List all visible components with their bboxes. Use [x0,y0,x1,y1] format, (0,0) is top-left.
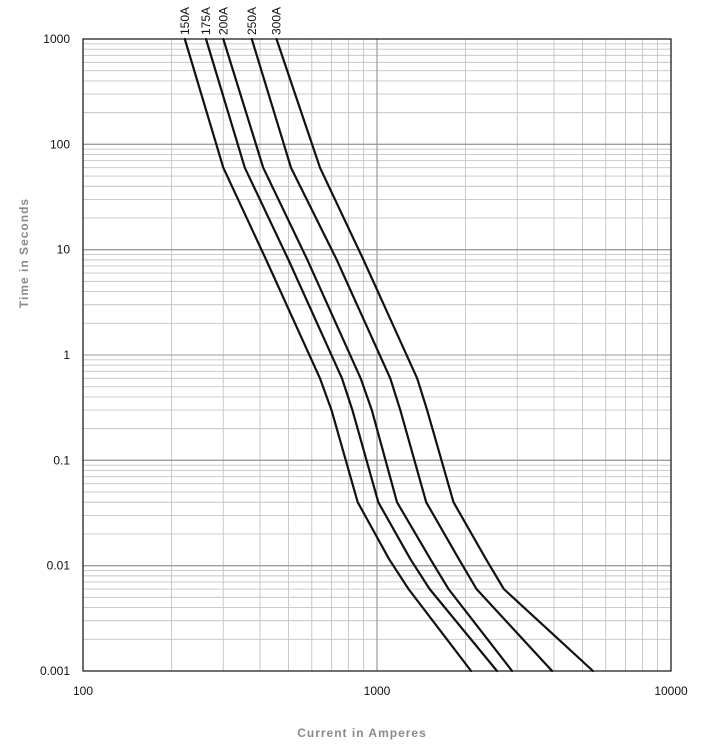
plot-frame [82,38,672,672]
y-tick-label: 0.01 [47,559,71,573]
x-tick-label: 10000 [654,684,688,698]
y-tick-label: 0.001 [40,664,70,678]
series-label-250A: 250A [245,7,259,35]
series-line-250A [250,37,554,673]
y-tick-label: 100 [50,137,70,151]
series-labels: 150A 175A 200A 250A 300A [178,7,284,35]
series-line-200A [222,37,514,673]
x-tick-label: 100 [73,684,93,698]
series-label-150A: 150A [178,7,192,35]
series-lines [183,37,595,673]
y-tick-label: 1000 [43,32,70,46]
x-tick-label: 1000 [364,684,391,698]
series-label-175A: 175A [199,7,213,35]
y-axis-title: Time in Seconds [17,198,31,308]
y-tick-label: 10 [57,243,71,257]
x-tick-labels: 100 1000 10000 [73,684,688,698]
y-tick-label: 0.1 [53,453,70,467]
series-label-300A: 300A [270,7,284,35]
series-line-175A [204,37,499,673]
series-label-200A: 200A [216,7,230,35]
y-tick-labels: 0.001 0.01 0.1 1 10 100 1000 [40,32,70,678]
x-axis-title: Current in Amperes [297,726,427,740]
series-line-300A [275,37,595,673]
y-tick-label: 1 [63,348,70,362]
series-line-150A [183,37,473,673]
